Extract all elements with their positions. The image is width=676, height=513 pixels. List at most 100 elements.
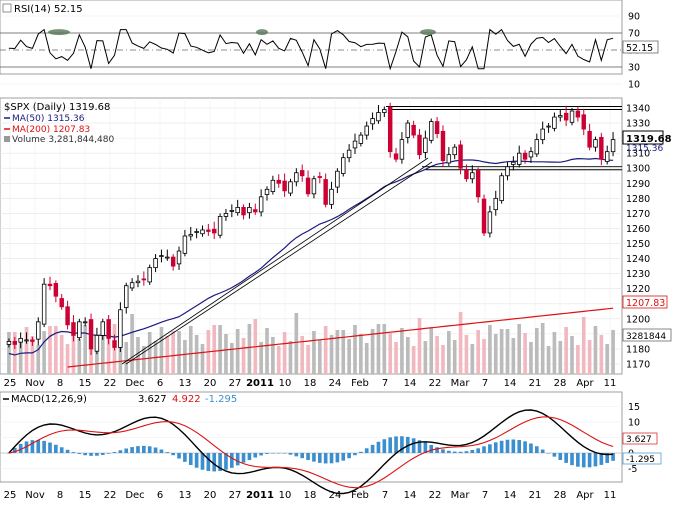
- volume-bar: [218, 325, 222, 374]
- macd-histogram-bar: [341, 453, 346, 461]
- volume-bar: [212, 325, 217, 374]
- macd-histogram-bar: [482, 446, 486, 453]
- volume-bar: [441, 345, 445, 374]
- volume-bar: [476, 330, 480, 374]
- macd-histogram-bar: [529, 443, 533, 453]
- x-tick-label-bottom: Feb: [351, 490, 369, 501]
- volume-bar: [382, 324, 387, 374]
- price-tick-label: 1300: [626, 164, 650, 175]
- volume-bar: [576, 345, 580, 374]
- macd-histogram-bar: [493, 442, 498, 453]
- volume-bar: [224, 334, 228, 374]
- macd-histogram-bar: [329, 453, 334, 464]
- volume-bar: [42, 331, 46, 374]
- volume-bar: [247, 324, 252, 374]
- x-tick-label-bottom: 21: [529, 490, 542, 501]
- candle-body: [458, 144, 463, 169]
- volume-bar: [124, 342, 129, 374]
- volume-bar: [165, 336, 170, 374]
- macd-histogram-bar: [441, 449, 445, 453]
- x-tick-label-bottom: Nov: [25, 490, 45, 501]
- volume-bar: [364, 343, 369, 374]
- candle-body: [475, 170, 481, 198]
- macd-histogram-bar: [464, 451, 469, 453]
- x-tick-label-bottom: 6: [157, 490, 163, 501]
- macd-histogram-bar: [511, 439, 516, 453]
- x-tick-label-bottom: 11: [604, 490, 617, 501]
- macd-histogram-bar: [54, 444, 58, 453]
- x-tick-label: 11: [604, 378, 617, 389]
- macd-tick-label: 10: [628, 418, 640, 429]
- macd-histogram-bar: [382, 439, 387, 453]
- candle-body: [147, 267, 152, 283]
- ma200-tag: 1207.83: [626, 298, 665, 309]
- volume-bar: [142, 346, 146, 374]
- candle-body: [522, 152, 528, 160]
- volume-bar: [282, 332, 287, 374]
- last-price: 1319.68: [626, 134, 672, 145]
- macd-histogram-bar: [112, 452, 117, 453]
- macd-value-tags: 3.627 -1.295: [622, 432, 662, 465]
- volume-bar: [388, 333, 393, 374]
- candle-body: [470, 172, 475, 180]
- x-tick-label: 2011: [246, 378, 274, 389]
- volume-bar: [317, 340, 322, 374]
- volume-bar: [329, 335, 334, 374]
- candle-body: [346, 149, 352, 159]
- candle-body: [135, 280, 141, 284]
- macd-histogram-bar: [546, 453, 551, 454]
- candle-body: [77, 321, 82, 339]
- rsi-legend: RSI(14) 52.15: [2, 3, 83, 15]
- price-tick-label: 1270: [626, 209, 650, 220]
- volume-swatch: [4, 136, 10, 142]
- macd-histogram-bar: [300, 453, 305, 459]
- candle-body: [141, 278, 147, 281]
- candle-body: [341, 157, 346, 174]
- x-tick-label-bottom: 20: [204, 490, 217, 501]
- volume-bar: [259, 342, 263, 374]
- x-tick-label: Nov: [25, 378, 45, 389]
- volume-bar: [18, 341, 23, 374]
- x-tick-label-bottom: 13: [179, 490, 192, 501]
- x-tick-label-bottom: 14: [404, 490, 417, 501]
- x-tick-label-bottom: 10: [279, 490, 292, 501]
- candle-body: [382, 109, 387, 113]
- candle-body: [581, 114, 586, 130]
- signal-value: 4.922: [172, 394, 201, 405]
- rsi-last: 52.15: [626, 43, 653, 54]
- volume-bar: [341, 330, 346, 374]
- macd-histogram-bar: [106, 453, 111, 454]
- x-tick-label-bottom: 25: [4, 490, 17, 501]
- candle-body: [47, 283, 53, 287]
- rsi-value-tag: 52.15: [622, 40, 659, 54]
- candle-body: [253, 209, 258, 213]
- macd-histogram-bar: [488, 444, 492, 453]
- candle-body: [223, 213, 229, 217]
- x-tick-label-bottom: 7: [382, 490, 388, 501]
- macd-histogram-bar: [188, 453, 193, 466]
- volume-bar: [59, 335, 64, 374]
- x-tick-label-bottom: 2011: [246, 490, 274, 501]
- price-tick-label: 1250: [626, 239, 650, 250]
- macd-label-prefix: MACD(12,26,9): [11, 394, 87, 405]
- volume-bar: [488, 325, 492, 374]
- candle-body: [511, 161, 516, 165]
- price-tick-label: 1330: [626, 119, 650, 130]
- macd-histogram-bar: [153, 447, 158, 453]
- candle-body: [194, 231, 199, 233]
- volume-bar: [265, 328, 269, 374]
- macd-histogram-bar: [323, 453, 328, 464]
- macd-histogram-bar: [177, 453, 181, 459]
- candle-body: [569, 110, 575, 123]
- rsi-tick-label: 10: [628, 80, 640, 91]
- candle-body: [18, 337, 23, 343]
- macd-histogram-bar: [235, 453, 240, 466]
- x-tick-label-bottom: 8: [57, 490, 63, 501]
- macd-value: 3.627: [138, 394, 167, 405]
- rsi-overbought-fill: [420, 29, 436, 36]
- macd-histogram-bar: [59, 447, 64, 453]
- macd-histogram-bar: [376, 441, 381, 453]
- macd-histogram-bar: [476, 448, 480, 453]
- price-tick-label: 1230: [626, 269, 650, 280]
